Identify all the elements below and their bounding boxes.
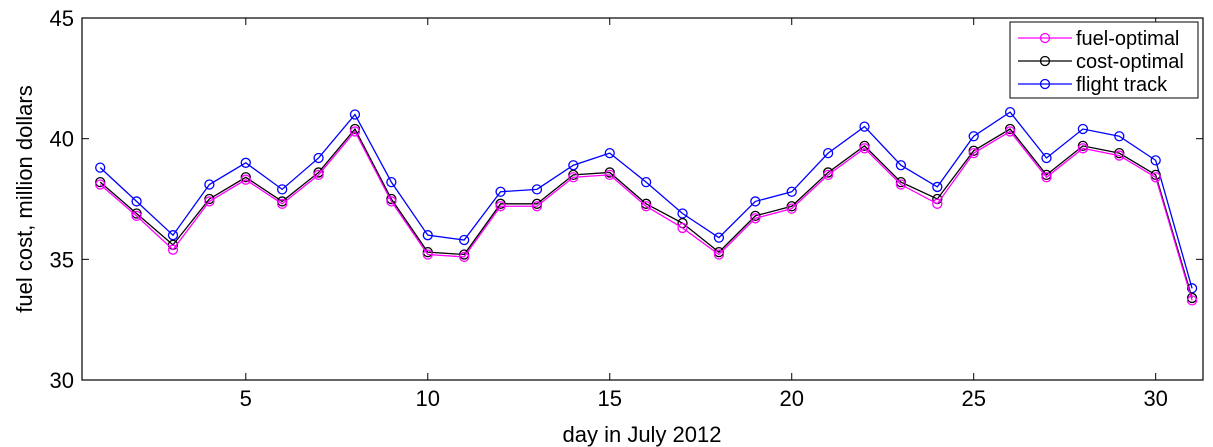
data-point-fuel-optimal	[277, 198, 288, 209]
data-point-fuel-optimal	[568, 172, 579, 183]
x-axis-ticks: 5 10 15 20 25 30	[240, 18, 1168, 411]
data-point-fuel-optimal	[349, 126, 361, 137]
data-point-fuel-optimal	[167, 244, 179, 255]
data-point-fuel-optimal	[932, 198, 943, 209]
y-tick-label: 40	[50, 127, 74, 152]
x-tick-label: 25	[961, 386, 985, 411]
data-point-fuel-optimal	[495, 201, 506, 212]
data-point-fuel-optimal	[386, 196, 397, 207]
data-point-fuel-optimal	[822, 169, 834, 181]
plot-area: 5 10 15 20 25 30 30 35 40 45	[50, 6, 1204, 411]
data-point-flight-track	[786, 186, 797, 197]
data-point-fuel-optimal	[895, 179, 907, 190]
data-point-flight-track	[313, 152, 324, 164]
data-point-flight-track	[604, 147, 615, 159]
data-point-fuel-optimal	[531, 201, 543, 212]
data-point-flight-track	[240, 157, 251, 168]
data-point-flight-track	[932, 181, 943, 193]
series-layer	[95, 106, 1198, 306]
data-point-flight-track	[386, 176, 397, 188]
data-point-fuel-optimal	[1041, 172, 1052, 183]
data-point-fuel-optimal	[1004, 126, 1016, 137]
data-point-flight-track	[495, 186, 506, 197]
y-axis-label: fuel cost, million dollars	[12, 85, 37, 312]
data-point-flight-track	[713, 232, 725, 243]
legend-label-fuel-optimal: fuel-optimal	[1076, 28, 1179, 50]
legend-marker-cost-optimal	[1039, 55, 1051, 67]
legend-label-flight-track: flight track	[1076, 74, 1168, 96]
data-point-flight-track	[640, 176, 652, 188]
data-point-flight-track	[131, 196, 142, 207]
data-point-flight-track	[1077, 123, 1089, 135]
x-tick-label: 30	[1143, 386, 1167, 411]
data-point-flight-track	[277, 184, 288, 195]
x-tick-label: 15	[598, 386, 622, 411]
x-axis-label: day in July 2012	[563, 422, 722, 447]
data-point-fuel-optimal	[1186, 295, 1198, 306]
data-point-fuel-optimal	[713, 249, 725, 260]
data-point-fuel-optimal	[459, 251, 470, 263]
data-point-fuel-optimal	[422, 249, 433, 260]
data-point-fuel-optimal	[968, 147, 979, 159]
data-point-fuel-optimal	[786, 203, 797, 214]
data-point-flight-track	[1186, 283, 1198, 294]
data-point-flight-track	[750, 196, 761, 207]
data-point-flight-track	[859, 121, 870, 132]
legend-marker-flight-track	[1039, 78, 1051, 90]
x-tick-label: 10	[416, 386, 440, 411]
data-point-flight-track	[204, 179, 215, 190]
data-point-flight-track	[822, 147, 834, 159]
data-point-flight-track	[167, 230, 179, 241]
legend-marker-fuel-optimal	[1039, 32, 1051, 44]
data-point-fuel-optimal	[1114, 150, 1125, 161]
data-point-flight-track	[1004, 106, 1016, 118]
x-tick-label: 5	[240, 386, 252, 411]
data-point-fuel-optimal	[1077, 143, 1089, 154]
data-point-fuel-optimal	[240, 174, 251, 185]
data-point-fuel-optimal	[204, 196, 215, 207]
data-point-fuel-optimal	[1150, 172, 1161, 183]
x-tick-label: 20	[779, 386, 803, 411]
data-point-flight-track	[1114, 131, 1125, 142]
data-point-flight-track	[95, 162, 106, 173]
data-point-fuel-optimal	[95, 179, 106, 190]
data-point-flight-track	[677, 208, 688, 219]
data-point-flight-track	[968, 131, 979, 142]
data-point-flight-track	[531, 184, 543, 195]
data-point-fuel-optimal	[313, 169, 324, 181]
data-point-flight-track	[422, 230, 433, 241]
y-tick-label: 35	[50, 247, 74, 272]
data-point-fuel-optimal	[640, 201, 652, 212]
series-line-cost-optimal	[99, 127, 1193, 299]
data-point-fuel-optimal	[750, 213, 761, 224]
series-line-fuel-optimal	[99, 130, 1193, 301]
data-point-fuel-optimal	[131, 210, 142, 222]
y-tick-label: 45	[50, 6, 74, 31]
y-axis-ticks: 30 35 40 45	[50, 6, 1203, 393]
data-point-flight-track	[1150, 155, 1161, 166]
data-point-flight-track	[459, 234, 470, 246]
legend-label-cost-optimal: cost-optimal	[1076, 51, 1184, 73]
data-point-flight-track	[1041, 152, 1052, 164]
data-point-fuel-optimal	[604, 169, 615, 181]
plot-frame	[81, 17, 1204, 381]
data-point-flight-track	[895, 160, 907, 171]
data-point-flight-track	[349, 109, 361, 120]
data-point-flight-track	[568, 160, 579, 171]
data-point-fuel-optimal	[859, 143, 870, 154]
data-point-fuel-optimal	[677, 222, 688, 234]
y-tick-label: 30	[50, 368, 74, 393]
series-line-flight-track	[99, 111, 1193, 289]
